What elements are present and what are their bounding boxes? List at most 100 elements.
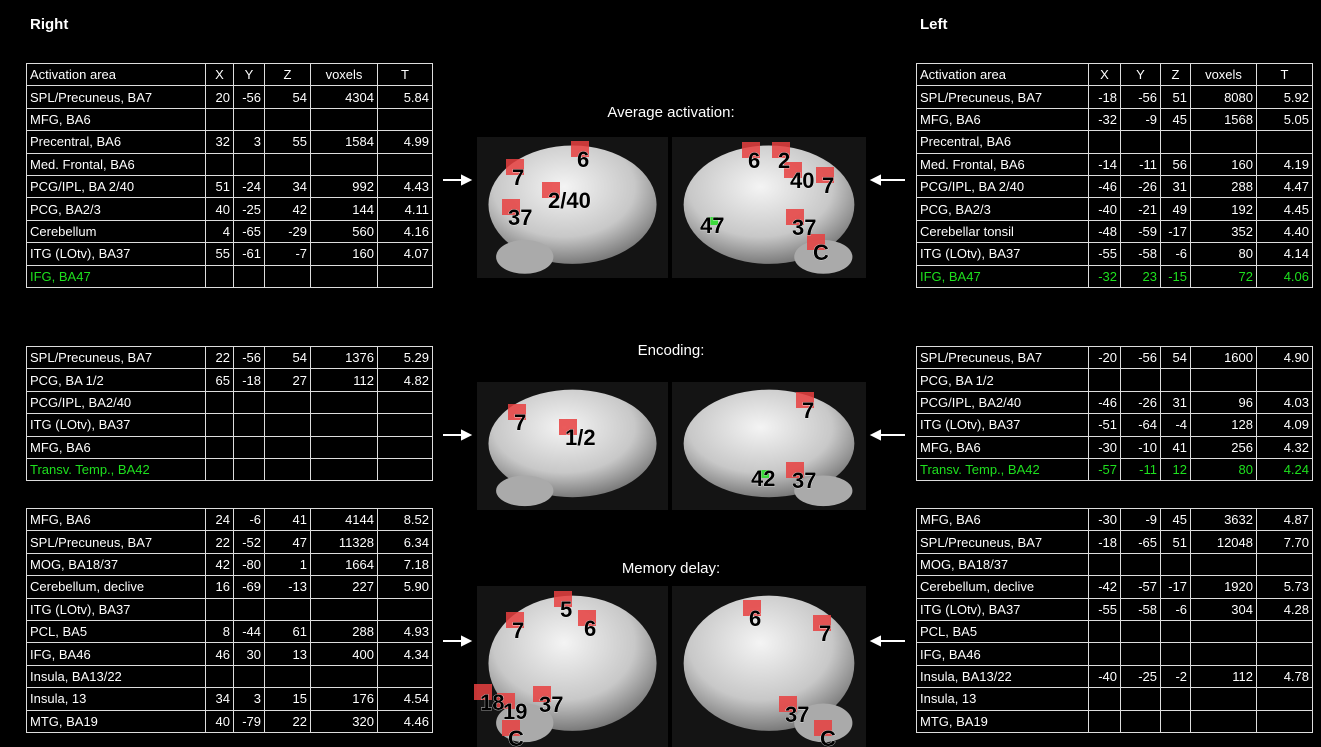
table-cell [1160,619,1191,644]
table-cell: 4.32 [1256,435,1313,459]
area-cell: SPL/Precuneus, BA7 [26,345,206,370]
table-row: ITG (LOtv), BA37 -55 -58 -6 80 4.14 [916,242,1313,266]
table-cell [1120,709,1161,733]
table-cell: 992 [310,174,378,199]
table-cell [310,597,378,621]
table-cell: 31 [1160,390,1191,415]
activation-blob [506,159,524,175]
table-cell: 15 [264,687,311,711]
table-cell [1190,619,1257,644]
area-cell: MFG, BA6 [916,107,1089,132]
table-cell [310,664,378,689]
activation-blob [497,693,515,709]
table-cell: 12048 [1190,530,1257,554]
right-header: Right [30,16,69,33]
table-cell [310,413,378,437]
table-cell [1190,130,1257,154]
table-cell: 4.03 [1256,390,1313,415]
column-header: T [377,62,433,87]
table-row: Transv. Temp., BA42 -57 -11 12 80 4.24 [916,457,1313,482]
activation-blob [786,209,804,225]
table-cell: 4.54 [377,687,433,711]
table-cell [233,664,265,689]
table-cell: -17 [1160,219,1191,244]
area-cell: SPL/Precuneus, BA7 [26,530,206,554]
table-row: MOG, BA18/37 [916,552,1313,577]
table-row: SPL/Precuneus, BA7 22 -52 47 11328 6.34 [26,530,433,554]
activation-blob [813,615,831,631]
table-cell: -18 [233,368,265,392]
area-cell: Med. Frontal, BA6 [916,152,1089,176]
table-row: Cerebellum, declive 16 -69 -13 227 5.90 [26,575,433,599]
table-cell: 7.18 [377,552,433,577]
brain-label: 5 [560,597,572,622]
table-row: PCL, BA5 8 -44 61 288 4.93 [26,619,433,644]
area-cell: MOG, BA18/37 [26,552,206,577]
table-cell: -40 [1088,197,1121,221]
table-cell [264,390,311,415]
table-cell: 8080 [1190,85,1257,109]
table-row: PCG/IPL, BA 2/40 -46 -26 31 288 4.47 [916,174,1313,199]
table-row: Insula, 13 34 3 15 176 4.54 [26,687,433,711]
table-cell: 6.34 [377,530,433,554]
table-cell: 304 [1190,597,1257,621]
area-cell: PCL, BA5 [916,619,1089,644]
table-cell: -64 [1120,413,1161,437]
table-cell: 72 [1190,264,1257,288]
table-cell: -79 [233,709,265,733]
activation-blob [743,600,761,616]
table-cell: 4 [205,219,234,244]
table-cell [1160,130,1191,154]
table-cell: 4.34 [377,642,433,666]
brain-label: C [508,726,524,747]
table-cell [1256,130,1313,154]
area-cell: ITG (LOtv), BA37 [26,413,206,437]
table-cell [377,107,433,132]
table-cell: 5.73 [1256,575,1313,599]
table-cell [233,457,265,482]
table-cell: -56 [233,345,265,370]
right-table: SPL/Precuneus, BA7 22 -56 54 1376 5.29 PCG, BA… [26,345,433,482]
table-cell: -55 [1088,597,1121,621]
table-row: SPL/Precuneus, BA7 -20 -56 54 1600 4.90 [916,345,1313,370]
table-cell [264,152,311,176]
table-cell: 176 [310,687,378,711]
brain [488,595,657,731]
table-cell [1190,642,1257,666]
table-cell: 54 [1160,345,1191,370]
table-cell: 54 [264,85,311,109]
cerebellum [794,475,853,507]
area-cell: Cerebellar tonsil [916,219,1089,244]
activation-blob [784,162,802,178]
activation-blob [502,199,520,215]
table-cell: 4.14 [1256,242,1313,266]
table-cell: 24 [205,507,234,532]
table-row: Insula, 13 [916,687,1313,711]
brain-label: 6 [577,147,589,172]
brain-label: 1/2 [565,425,596,450]
area-cell: PCG/IPL, BA 2/40 [26,174,206,199]
table-cell: 8 [205,619,234,644]
table-cell: 1376 [310,345,378,370]
area-cell: Med. Frontal, BA6 [26,152,206,176]
table-cell: 4.11 [377,197,433,221]
area-cell: MTG, BA19 [916,709,1089,733]
table-cell [377,390,433,415]
table-cell [233,107,265,132]
table-cell [1120,687,1161,711]
table-cell [205,664,234,689]
table-cell [1088,642,1121,666]
table-cell: -6 [1160,597,1191,621]
table-cell [264,435,311,459]
brain [488,145,657,264]
table-cell: 40 [205,197,234,221]
table-cell: 288 [1190,174,1257,199]
column-header: X [205,62,234,87]
table-row: PCG, BA 1/2 65 -18 27 112 4.82 [26,368,433,392]
activation-blob [814,720,832,736]
table-cell: 11328 [310,530,378,554]
area-cell: PCG/IPL, BA2/40 [26,390,206,415]
table-row: MFG, BA6 24 -6 41 4144 8.52 [26,507,433,532]
table-cell [1256,687,1313,711]
table-cell: -56 [233,85,265,109]
